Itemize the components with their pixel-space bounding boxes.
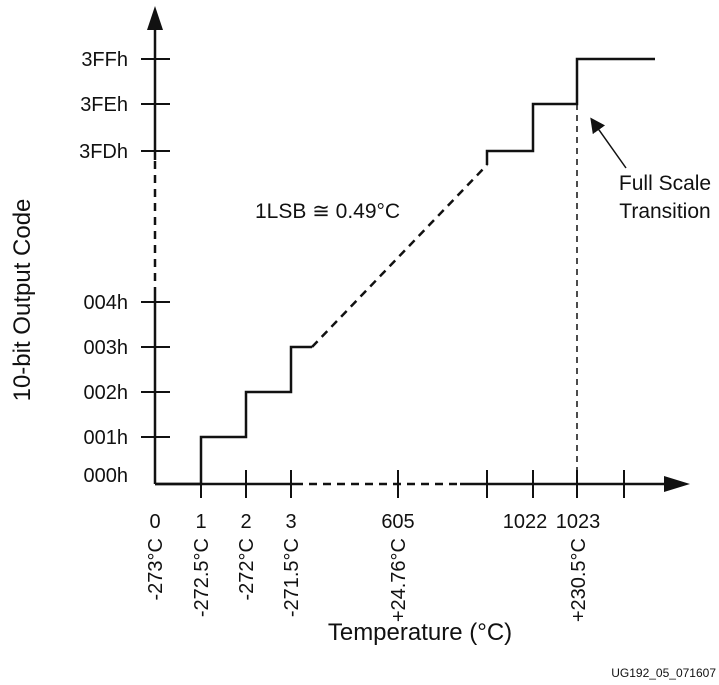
x-code-1023: 1023 xyxy=(556,511,601,533)
x-temp-neg272-5: -272.5°C xyxy=(191,538,213,617)
x-temp-neg272: -272°C xyxy=(236,538,258,600)
x-temp-neg271-5: -271.5°C xyxy=(281,538,303,617)
y-label-004h: 004h xyxy=(84,292,129,314)
y-axis-arrow-icon xyxy=(147,6,163,30)
y-axis-title: 10-bit Output Code xyxy=(9,199,36,402)
staircase-dashed-ramp xyxy=(311,164,488,348)
x-code-0: 0 xyxy=(149,511,160,533)
x-temp-230-5: +230.5°C xyxy=(568,538,590,622)
lsb-note: 1LSB ≅ 0.49°C xyxy=(255,200,400,223)
y-label-3ffh: 3FFh xyxy=(81,49,128,71)
y-label-002h: 002h xyxy=(84,382,129,404)
x-code-3: 3 xyxy=(285,511,296,533)
x-temp-24-76: +24.76°C xyxy=(388,538,410,622)
x-axis-title: Temperature (°C) xyxy=(328,619,512,646)
x-code-1022: 1022 xyxy=(503,511,548,533)
x-code-605: 605 xyxy=(381,511,414,533)
x-code-1: 1 xyxy=(195,511,206,533)
full-scale-label-line2: Transition xyxy=(619,200,710,223)
staircase-lower xyxy=(155,345,312,486)
y-label-003h: 003h xyxy=(84,337,129,359)
staircase-upper xyxy=(485,57,655,165)
y-label-000h: 000h xyxy=(84,465,129,487)
x-temp-neg273: -273°C xyxy=(145,538,167,600)
x-axis-arrow-icon xyxy=(664,476,690,492)
y-label-3feh: 3FEh xyxy=(80,94,128,116)
x-code-2: 2 xyxy=(240,511,251,533)
full-scale-label-line1: Full Scale xyxy=(619,172,711,195)
full-scale-arrow xyxy=(590,117,627,169)
figure-id: UG192_05_071607 xyxy=(611,666,716,680)
y-label-001h: 001h xyxy=(84,427,129,449)
y-label-3fdh: 3FDh xyxy=(79,141,128,163)
